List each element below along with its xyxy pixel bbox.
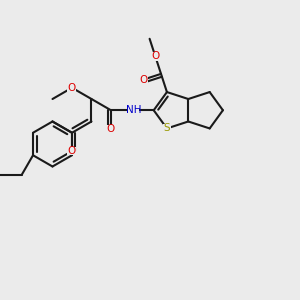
Bar (151, 52, 160, 61)
Bar (163, 124, 171, 133)
Bar (106, 125, 116, 134)
Text: S: S (164, 123, 170, 134)
Bar (128, 106, 140, 115)
Text: O: O (68, 146, 76, 156)
Text: O: O (68, 83, 76, 93)
Text: O: O (139, 75, 148, 85)
Bar (139, 75, 148, 84)
Text: O: O (151, 51, 159, 61)
Bar (68, 84, 76, 92)
Bar (68, 147, 76, 155)
Text: NH: NH (126, 105, 141, 115)
Text: O: O (107, 124, 115, 134)
